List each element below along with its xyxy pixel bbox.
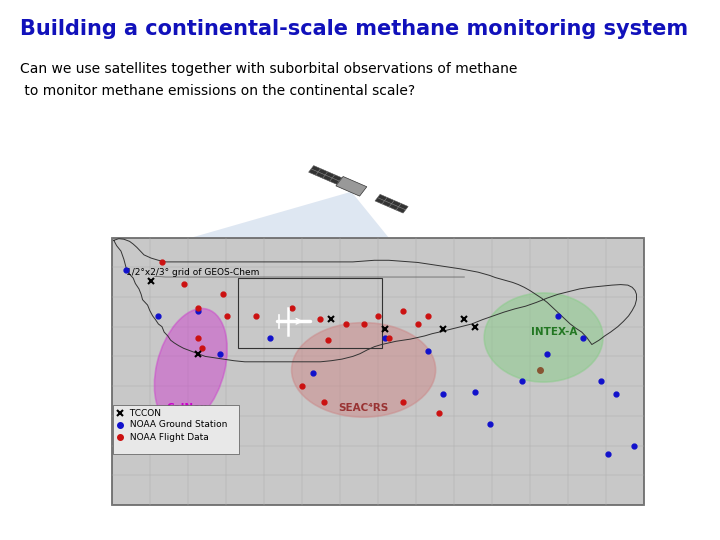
Polygon shape — [192, 192, 389, 238]
Bar — [112, 238, 644, 505]
Ellipse shape — [485, 293, 603, 382]
Text: NOAA Flight Data: NOAA Flight Data — [127, 433, 210, 442]
Ellipse shape — [292, 322, 436, 417]
Text: INTEX-A: INTEX-A — [531, 327, 577, 337]
Polygon shape — [336, 177, 366, 196]
Text: SEAC⁴RS: SEAC⁴RS — [338, 403, 389, 413]
Polygon shape — [375, 194, 408, 213]
Polygon shape — [309, 166, 342, 184]
Text: Can we use satellites together with suborbital observations of methane: Can we use satellites together with subo… — [20, 62, 518, 76]
Text: CalNex: CalNex — [167, 403, 207, 413]
Text: to monitor methane emissions on the continental scale?: to monitor methane emissions on the cont… — [20, 84, 415, 98]
Bar — [238, 278, 382, 348]
Text: 1/2°x2/3° grid of GEOS-Chem: 1/2°x2/3° grid of GEOS-Chem — [126, 268, 259, 277]
Ellipse shape — [154, 308, 228, 426]
Bar — [113, 405, 239, 454]
Text: Building a continental-scale methane monitoring system: Building a continental-scale methane mon… — [20, 19, 688, 39]
Text: NOAA Ground Station: NOAA Ground Station — [127, 421, 228, 429]
Text: TCCON: TCCON — [127, 409, 161, 417]
